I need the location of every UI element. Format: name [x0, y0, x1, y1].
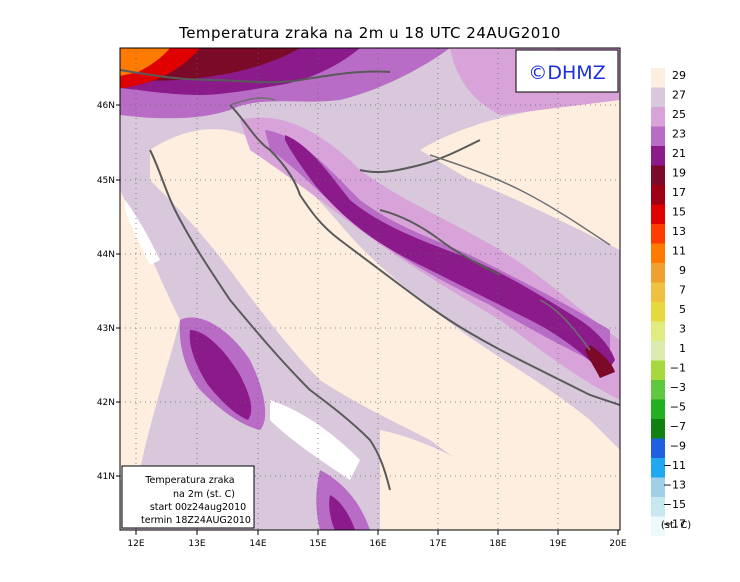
info-box [121, 465, 255, 529]
colorbar-unit: (st. C) [661, 520, 691, 531]
colorbar-swatch [651, 126, 665, 146]
colorbar-label: 19 [672, 167, 686, 180]
dhmz-logo-text: ©DHMZ [528, 62, 605, 84]
alps-orange [120, 48, 170, 76]
colorbar-label: −13 [663, 479, 686, 492]
colorbar-label: −1 [670, 362, 686, 375]
map-frame [119, 47, 621, 531]
lon-tick-20E: 20E [609, 539, 626, 549]
colorbar-label: 7 [679, 284, 686, 297]
lat-tick-44N: 44N [97, 250, 115, 260]
lon-tick-14E: 14E [249, 539, 266, 549]
colorbar-label: −3 [670, 381, 686, 394]
colorbar-label: 9 [679, 264, 686, 277]
colorbar: 29 27 25 23 21 19 17 15 13 11 9 7 5 3 1 −1 −3 −5 −7 −9 −11 −1… [651, 68, 686, 536]
colorbar-label: 25 [672, 108, 686, 121]
colorbar-swatch [651, 341, 665, 361]
lon-tick-15E: 15E [309, 539, 326, 549]
colorbar-label: 23 [672, 128, 686, 141]
logo-box [515, 49, 619, 93]
lon-tick-18E: 18E [489, 539, 506, 549]
warm-band-core [285, 135, 615, 375]
lat-tick-41N: 41N [97, 472, 115, 482]
colorbar-label: −15 [663, 498, 686, 511]
lat-tick-43N: 43N [97, 324, 115, 334]
sea-white-patch-2 [125, 200, 160, 265]
colorbar-label: −11 [663, 459, 686, 472]
colorbar-swatch [651, 497, 665, 517]
south-sea-patch [380, 430, 560, 530]
colorbar-swatch [651, 516, 665, 536]
info-line-4: termin 18Z24AUG2010 [141, 515, 251, 526]
lon-tick-12E: 12E [127, 539, 144, 549]
info-line-3: start 00z24aug2010 [150, 502, 246, 513]
colorbar-swatch [651, 243, 665, 263]
colorbar-label: −9 [670, 440, 686, 453]
colorbar-swatch [651, 438, 665, 458]
colorbar-swatch [651, 87, 665, 107]
lat-tick-42N: 42N [97, 398, 115, 408]
northeast-patch [420, 100, 620, 250]
italy-south-warm [316, 470, 370, 530]
colorbar-swatch [651, 458, 665, 478]
colorbar-label: −5 [670, 401, 686, 414]
colorbar-swatch [651, 185, 665, 205]
colorbar-swatch [651, 360, 665, 380]
colorbar-label: 17 [672, 186, 686, 199]
colorbar-swatch [651, 477, 665, 497]
adriatic-sea [150, 129, 620, 530]
colorbar-label: 5 [679, 303, 686, 316]
lat-tick-45N: 45N [97, 176, 115, 186]
colorbar-swatch [651, 204, 665, 224]
info-line-1: Temperatura zraka [144, 475, 234, 486]
colorbar-swatch [651, 107, 665, 127]
borders [229, 97, 611, 351]
colorbar-swatch [651, 263, 665, 283]
colorbar-label: 3 [679, 323, 686, 336]
lon-tick-labels: 12E 13E 14E 15E 16E 17E 18E 19E 20E [127, 530, 627, 549]
map-field [120, 48, 620, 530]
italy-south-core [329, 495, 355, 530]
lon-tick-17E: 17E [429, 539, 446, 549]
colorbar-label: 11 [672, 245, 686, 258]
lon-tick-16E: 16E [369, 539, 386, 549]
colorbar-swatch [651, 399, 665, 419]
lon-tick-19E: 19E [549, 539, 566, 549]
colorbar-swatch [651, 321, 665, 341]
colorbar-label: 27 [672, 89, 686, 102]
italy-warm-core [189, 330, 252, 420]
colorbar-label: −7 [670, 420, 686, 433]
colorbar-swatch [651, 380, 665, 400]
colorbar-swatch [651, 68, 665, 88]
coastlines [120, 69, 620, 491]
colorbar-swatch [651, 282, 665, 302]
lat-tick-labels: 46N 45N 44N 43N 42N 41N [97, 101, 120, 482]
colorbar-label: 13 [672, 225, 686, 238]
map-title: Temperatura zraka na 2m u 18 UTC 24AUG20… [179, 24, 561, 42]
colorbar-label: 15 [672, 206, 686, 219]
colorbar-label: 29 [672, 69, 686, 82]
colorbar-swatch [651, 302, 665, 322]
colorbar-swatch [651, 165, 665, 185]
lon-tick-13E: 13E [188, 539, 205, 549]
colorbar-swatch [651, 419, 665, 439]
colorbar-swatch [651, 224, 665, 244]
colorbar-swatch [651, 146, 665, 166]
tyrrhenian-sea [120, 190, 180, 480]
colorbar-label: 21 [672, 147, 686, 160]
graticule [120, 48, 620, 530]
info-line-2: na 2m (st. C) [173, 489, 235, 500]
lat-tick-46N: 46N [97, 101, 115, 111]
hot-core [585, 345, 615, 378]
colorbar-label: 1 [679, 342, 686, 355]
sea-white-patch [270, 400, 360, 480]
colorbar-label: −17 [663, 518, 686, 531]
